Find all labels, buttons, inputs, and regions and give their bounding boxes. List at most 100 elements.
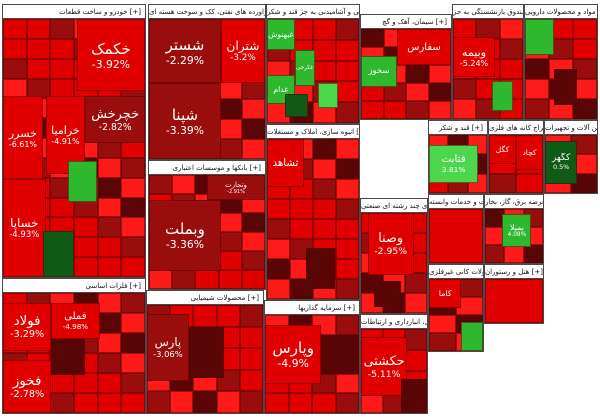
sector-title[interactable]: مواد و محصولات دارویی [+] bbox=[525, 5, 597, 19]
sector-title[interactable]: محصولات شیمیایی [+] bbox=[147, 291, 263, 305]
stock-tile-filler[interactable] bbox=[336, 179, 359, 199]
stock-tile-filler[interactable] bbox=[3, 78, 27, 99]
stock-tile-filler[interactable] bbox=[428, 83, 451, 101]
stock-tile-filler[interactable] bbox=[97, 237, 122, 258]
sector[interactable]: سیمان، آهک و گچ [+] سخوز سفارس bbox=[360, 14, 452, 120]
sector-title[interactable]: ماشین آلات و تجهیزات [+] bbox=[545, 121, 597, 135]
stock-tile-filler[interactable] bbox=[241, 139, 265, 159]
stock-tile[interactable] bbox=[553, 69, 577, 105]
stock-tile[interactable]: وصنا -2.95% bbox=[367, 213, 414, 275]
sector[interactable]: فراورده های نفتی، کک و سوخت هسته ای [+]ش… bbox=[148, 4, 266, 160]
stock-tile-filler[interactable] bbox=[313, 199, 336, 219]
stock-tile-filler[interactable] bbox=[336, 279, 359, 299]
stock-tile-filler[interactable] bbox=[74, 217, 98, 238]
stock-tile-filler[interactable] bbox=[335, 393, 359, 413]
stock-tile[interactable]: سفارس bbox=[397, 29, 451, 65]
stock-tile-filler[interactable] bbox=[121, 257, 145, 277]
stock-tile-filler[interactable] bbox=[313, 39, 336, 61]
stock-tile-filler[interactable] bbox=[453, 99, 477, 119]
stock-tile[interactable] bbox=[525, 19, 554, 55]
stock-tile-filler[interactable] bbox=[499, 19, 523, 39]
stock-tile-filler[interactable] bbox=[405, 273, 427, 293]
stock-tile-filler[interactable] bbox=[50, 78, 74, 99]
stock-tile-filler[interactable] bbox=[121, 393, 145, 413]
stock-tile-filler[interactable] bbox=[3, 38, 27, 59]
stock-tile-filler[interactable] bbox=[121, 237, 145, 258]
stock-tile[interactable]: ثشاهد bbox=[267, 139, 304, 187]
stock-tile[interactable] bbox=[305, 247, 336, 290]
stock-tile-filler[interactable] bbox=[193, 391, 217, 413]
sector[interactable]: استخراج کانه های فلزی [+] کگل کچاد bbox=[488, 120, 544, 194]
stock-tile-filler[interactable] bbox=[241, 119, 265, 139]
stock-tile-filler[interactable] bbox=[97, 313, 122, 333]
stock-tile-filler[interactable] bbox=[525, 79, 549, 99]
stock-tile[interactable] bbox=[485, 279, 543, 323]
stock-tile-filler[interactable] bbox=[3, 19, 27, 39]
stock-tile-filler[interactable] bbox=[313, 139, 336, 159]
stock-tile[interactable]: فولاد -3.29% bbox=[3, 302, 52, 351]
stock-tile-filler[interactable] bbox=[121, 157, 145, 178]
stock-tile-filler[interactable] bbox=[121, 293, 145, 313]
stock-tile[interactable]: شستر -2.29% bbox=[149, 19, 221, 84]
stock-tile-filler[interactable] bbox=[429, 315, 456, 333]
sector[interactable]: بانکها و موسسات اعتباری [+] وبملت -3.36% وت… bbox=[148, 160, 266, 290]
stock-tile-filler[interactable] bbox=[121, 217, 145, 238]
stock-tile-filler[interactable] bbox=[573, 39, 597, 59]
stock-tile-filler[interactable] bbox=[121, 177, 145, 198]
stock-tile-filler[interactable] bbox=[336, 259, 359, 279]
stock-tile-filler[interactable] bbox=[149, 175, 173, 194]
stock-tile-filler[interactable] bbox=[523, 245, 543, 263]
stock-tile-filler[interactable] bbox=[288, 393, 312, 413]
stock-tile-filler[interactable] bbox=[216, 391, 240, 413]
stock-tile-filler[interactable] bbox=[170, 391, 194, 413]
stock-tile-filler[interactable] bbox=[265, 393, 289, 413]
stock-tile[interactable]: خچرخش -2.82% bbox=[85, 96, 145, 143]
stock-tile[interactable]: حکشتی -5.11% bbox=[361, 337, 408, 397]
stock-tile-filler[interactable] bbox=[336, 19, 359, 40]
sector[interactable]: محصولات غذایی و آشامیدنی به جز قند و شکر… bbox=[266, 4, 360, 124]
stock-tile[interactable] bbox=[429, 209, 483, 263]
stock-tile-filler[interactable] bbox=[121, 333, 145, 353]
sector-title[interactable]: بانکها و موسسات اعتباری [+] bbox=[149, 161, 265, 175]
stock-tile-filler[interactable] bbox=[405, 293, 427, 313]
stock-tile[interactable]: بمیلا 4.08% bbox=[502, 214, 532, 247]
stock-tile-filler[interactable] bbox=[218, 213, 242, 232]
stock-tile-filler[interactable] bbox=[485, 245, 505, 263]
stock-tile-filler[interactable] bbox=[241, 251, 265, 270]
stock-tile-filler[interactable] bbox=[97, 157, 122, 178]
stock-tile-filler[interactable] bbox=[239, 305, 263, 327]
stock-tile-filler[interactable] bbox=[239, 391, 263, 413]
stock-tile-filler[interactable] bbox=[26, 78, 51, 99]
stock-tile-filler[interactable] bbox=[336, 159, 359, 179]
stock-tile-filler[interactable] bbox=[97, 197, 122, 218]
stock-tile-filler[interactable] bbox=[499, 39, 523, 59]
stock-tile-filler[interactable] bbox=[573, 99, 597, 119]
stock-tile[interactable]: وبملت -3.36% bbox=[149, 200, 221, 271]
stock-tile-filler[interactable] bbox=[26, 38, 51, 59]
stock-tile-filler[interactable] bbox=[26, 58, 51, 79]
stock-tile-filler[interactable] bbox=[26, 19, 51, 39]
stock-tile-filler[interactable] bbox=[97, 177, 122, 198]
stock-tile[interactable]: خساپا -4.93% bbox=[3, 178, 46, 277]
stock-tile-filler[interactable] bbox=[361, 29, 384, 47]
stock-tile-filler[interactable] bbox=[312, 393, 336, 413]
stock-tile-filler[interactable] bbox=[121, 313, 145, 333]
stock-tile-filler[interactable] bbox=[504, 245, 524, 263]
stock-tile-filler[interactable] bbox=[267, 279, 290, 299]
stock-tile[interactable] bbox=[321, 334, 359, 374]
stock-tile[interactable]: وبیمه -5.24% bbox=[453, 37, 495, 77]
sector-title[interactable]: فلزات اساسی [+] bbox=[3, 279, 145, 293]
stock-tile[interactable] bbox=[491, 81, 513, 111]
stock-tile-filler[interactable] bbox=[172, 175, 196, 194]
stock-tile[interactable]: سخوز bbox=[361, 56, 397, 87]
stock-tile[interactable]: وپارس -4.9% bbox=[265, 324, 322, 384]
sector[interactable]: شرکتهای چند رشته ای صنعتی [+]وصنا-2.95% bbox=[360, 198, 428, 314]
stock-tile-filler[interactable] bbox=[429, 333, 456, 351]
stock-tile-filler[interactable] bbox=[313, 219, 336, 239]
stock-tile-filler[interactable] bbox=[313, 179, 336, 199]
stock-tile-filler[interactable] bbox=[525, 99, 549, 119]
stock-tile-filler[interactable] bbox=[195, 270, 219, 289]
stock-tile[interactable]: غگرجی bbox=[294, 50, 315, 86]
stock-tile-filler[interactable] bbox=[476, 19, 500, 39]
